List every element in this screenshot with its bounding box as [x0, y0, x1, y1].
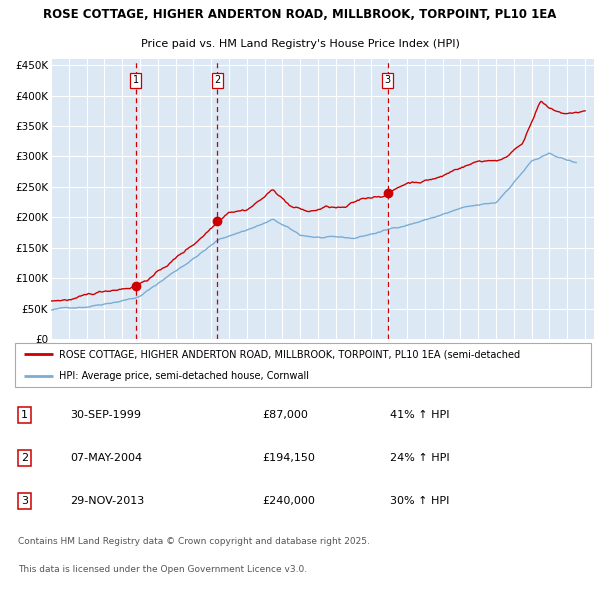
Text: This data is licensed under the Open Government Licence v3.0.: This data is licensed under the Open Gov…: [18, 565, 307, 573]
Text: 41% ↑ HPI: 41% ↑ HPI: [391, 409, 450, 419]
Text: 3: 3: [22, 496, 28, 506]
Text: £194,150: £194,150: [262, 453, 315, 463]
Text: 07-MAY-2004: 07-MAY-2004: [70, 453, 142, 463]
Text: HPI: Average price, semi-detached house, Cornwall: HPI: Average price, semi-detached house,…: [59, 371, 308, 381]
Text: 24% ↑ HPI: 24% ↑ HPI: [391, 453, 450, 463]
Text: 1: 1: [133, 76, 139, 86]
Text: 3: 3: [385, 76, 391, 86]
Text: £87,000: £87,000: [262, 409, 308, 419]
Text: 29-NOV-2013: 29-NOV-2013: [70, 496, 145, 506]
Text: 2: 2: [214, 76, 221, 86]
Text: £240,000: £240,000: [262, 496, 315, 506]
Text: 30-SEP-1999: 30-SEP-1999: [70, 409, 141, 419]
Text: ROSE COTTAGE, HIGHER ANDERTON ROAD, MILLBROOK, TORPOINT, PL10 1EA (semi-detached: ROSE COTTAGE, HIGHER ANDERTON ROAD, MILL…: [59, 349, 520, 359]
Text: ROSE COTTAGE, HIGHER ANDERTON ROAD, MILLBROOK, TORPOINT, PL10 1EA: ROSE COTTAGE, HIGHER ANDERTON ROAD, MILL…: [43, 8, 557, 21]
Text: 30% ↑ HPI: 30% ↑ HPI: [391, 496, 449, 506]
Text: Price paid vs. HM Land Registry's House Price Index (HPI): Price paid vs. HM Land Registry's House …: [140, 39, 460, 49]
Text: 1: 1: [22, 409, 28, 419]
Text: Contains HM Land Registry data © Crown copyright and database right 2025.: Contains HM Land Registry data © Crown c…: [18, 537, 370, 546]
Text: 2: 2: [21, 453, 28, 463]
